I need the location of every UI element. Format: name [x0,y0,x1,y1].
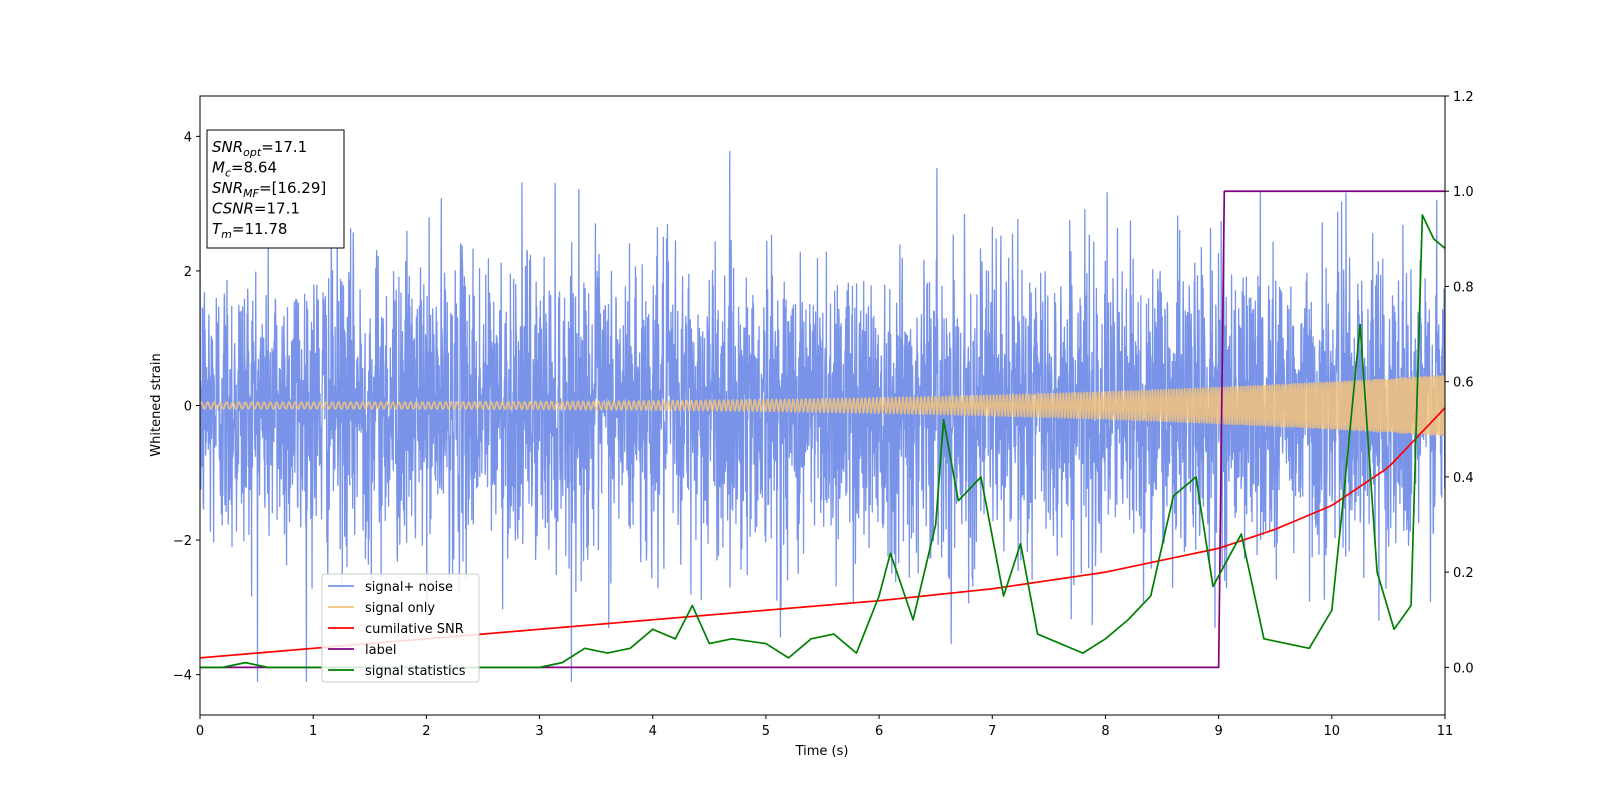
x-axis-label: Time (s) [795,744,849,759]
x-tick-label: 6 [875,724,883,739]
series-line-label [200,190,1445,669]
legend-frame [321,573,480,683]
y-tick-label: −2 [173,534,192,549]
x-tick-label: 2 [422,724,430,739]
legend-entry: label [365,643,396,658]
info-line: SNRopt=17.1 [212,138,307,159]
info-box: SNRopt=17.1Mc=8.64SNRMF=[16.29]CSNR=17.1… [206,129,345,249]
ticks-layer: 0 1 2 3 4 5 6 7 8 9 10 11 −4 −2 0 2 4 0.0 0.2 0.4 0.6 0.8 1.0 1… [173,90,1474,739]
series-line-signal-only [200,374,1445,437]
y2-tick-label: 0.4 [1453,471,1474,486]
legend: signal+ noise signal only cumilative SNR la… [321,573,480,683]
info-line: Tm=11.78 [212,220,287,241]
legend-entry: cumilative SNR [365,622,464,637]
legend-entry: signal only [365,601,435,616]
y-tick-label: −4 [173,669,192,684]
y2-tick-label: 0.2 [1453,566,1474,581]
y-tick-label: 2 [184,265,192,280]
info-line: CSNR=17.1 [212,200,300,218]
x-tick-label: 10 [1324,724,1341,739]
y2-tick-label: 0.0 [1453,661,1474,676]
y2-tick-label: 0.6 [1453,376,1474,391]
info-line: SNRMF=[16.29] [212,179,326,200]
x-tick-label: 3 [535,724,543,739]
series-line-signal-statistics [200,214,1445,669]
y2-tick-label: 0.8 [1453,280,1474,295]
x-tick-label: 4 [649,724,657,739]
y-tick-label: 4 [184,130,192,145]
y2-tick-label: 1.0 [1453,185,1474,200]
y2-tick-label: 1.2 [1453,90,1474,105]
x-tick-label: 7 [988,724,996,739]
legend-entry: signal statistics [365,664,466,679]
x-tick-label: 8 [1101,724,1109,739]
x-tick-label: 9 [1214,724,1222,739]
y-tick-label: 0 [184,400,192,415]
x-tick-label: 11 [1437,724,1454,739]
x-tick-label: 0 [196,724,204,739]
legend-entry: signal+ noise [365,580,453,595]
y-axis-label: Whitened strain [149,353,164,456]
x-tick-label: 1 [309,724,317,739]
info-line: Mc=8.64 [212,159,277,180]
info-box-frame [206,129,345,249]
x-tick-label: 5 [762,724,770,739]
